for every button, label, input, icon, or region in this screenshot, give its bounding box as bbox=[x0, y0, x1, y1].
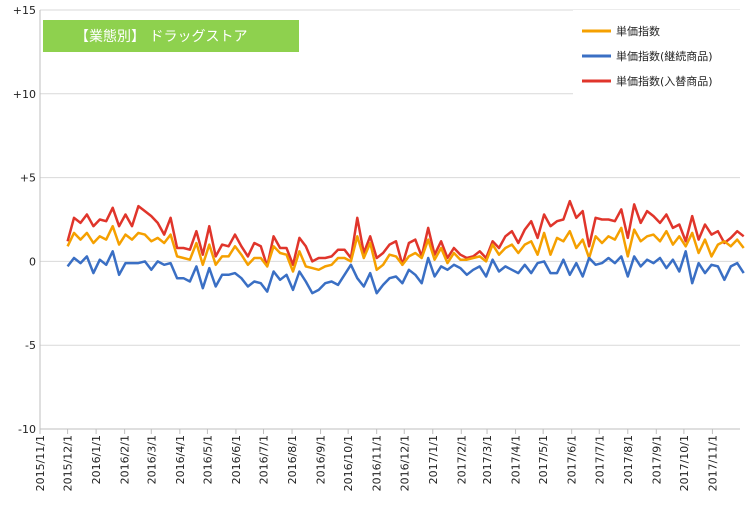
x-axis: 2015/11/1 2015/12/1 2016/1/1 2016/2/1 2016/3… bbox=[34, 10, 740, 491]
x-tick-label: 2015/11/1 bbox=[34, 435, 47, 491]
y-axis-ticks: +15 +10 +5 0 -5 -10 bbox=[13, 4, 36, 436]
y-tick-label: +10 bbox=[13, 88, 36, 101]
x-tick-label: 2016/11/1 bbox=[371, 435, 384, 491]
y-tick-label: -10 bbox=[18, 423, 36, 436]
x-tick-label: 2017/7/1 bbox=[593, 435, 606, 484]
series-lines bbox=[66, 199, 745, 295]
x-tick-label: 2016/8/1 bbox=[286, 435, 299, 484]
x-tick-label: 2017/10/1 bbox=[678, 435, 691, 491]
x-tick-label: 2017/6/1 bbox=[566, 435, 579, 484]
x-tick-label: 2015/12/1 bbox=[62, 435, 75, 491]
x-tick-label: 2017/11/1 bbox=[706, 435, 719, 491]
y-tick-label: +15 bbox=[13, 4, 36, 17]
y-tick-label: +5 bbox=[20, 172, 36, 185]
x-tick-label: 2017/3/1 bbox=[481, 435, 494, 484]
x-tick-label: 2016/12/1 bbox=[398, 435, 411, 491]
chart-title: 【業態別】 ドラッグストア bbox=[43, 20, 299, 52]
x-tick-label: 2016/5/1 bbox=[201, 435, 214, 484]
title-text: 【業態別】 ドラッグストア bbox=[75, 29, 247, 45]
x-tick-label: 2016/9/1 bbox=[315, 435, 328, 484]
y-tick-label: -5 bbox=[25, 339, 36, 352]
legend-label-unit-price: 単価指数 bbox=[616, 24, 660, 38]
legend: 単価指数 単価指数(継続商品) 単価指数(入替商品) bbox=[573, 10, 743, 95]
x-tick-label: 2016/3/1 bbox=[145, 435, 158, 484]
x-tick-label: 2017/4/1 bbox=[510, 435, 523, 484]
x-tick-label: 2017/1/1 bbox=[427, 435, 440, 484]
x-tick-label: 2017/5/1 bbox=[537, 435, 550, 484]
series-line-2 bbox=[66, 199, 745, 268]
y-tick-label: 0 bbox=[29, 255, 36, 268]
x-tick-label: 2017/2/1 bbox=[455, 435, 468, 484]
series-line-1 bbox=[66, 250, 745, 295]
x-tick-label: 2016/4/1 bbox=[174, 435, 187, 484]
title-background bbox=[43, 20, 299, 52]
legend-label-replaced-items: 単価指数(入替商品) bbox=[616, 74, 713, 88]
series-line-0 bbox=[66, 224, 745, 273]
x-tick-label: 2017/8/1 bbox=[622, 435, 635, 484]
x-tick-label: 2016/2/1 bbox=[119, 435, 132, 484]
x-tick-label: 2017/9/1 bbox=[650, 435, 663, 484]
x-tick-label: 2016/10/1 bbox=[342, 435, 355, 491]
legend-label-continuing-items: 単価指数(継続商品) bbox=[616, 49, 713, 63]
x-tick-label: 2016/7/1 bbox=[258, 435, 271, 484]
x-tick-label: 2016/1/1 bbox=[90, 435, 103, 484]
x-tick-label: 2016/6/1 bbox=[230, 435, 243, 484]
